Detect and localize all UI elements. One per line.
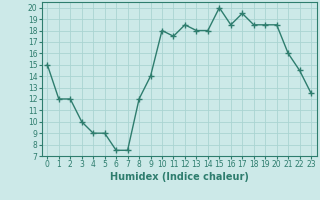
X-axis label: Humidex (Indice chaleur): Humidex (Indice chaleur) bbox=[110, 172, 249, 182]
